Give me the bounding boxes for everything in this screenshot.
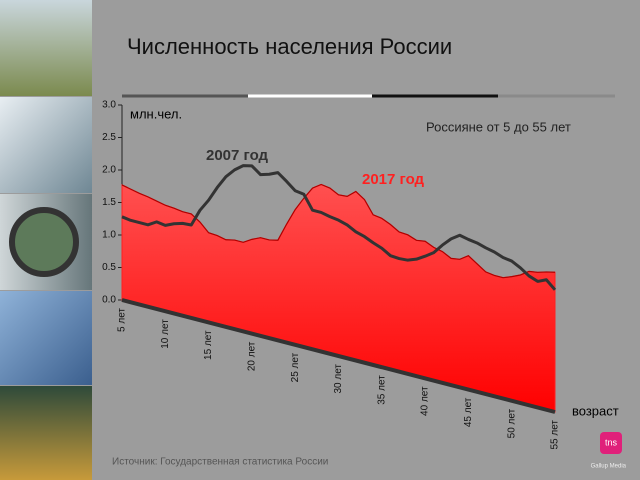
subtitle: Россияне от 5 до 55 лет xyxy=(426,119,571,134)
y-tick-label: 3.0 xyxy=(102,100,116,111)
photo xyxy=(0,386,92,480)
x-tick-label: 45 лет xyxy=(463,397,474,427)
x-tick-label: 20 лет xyxy=(247,341,258,371)
line xyxy=(121,164,557,291)
x-tick-label: 35 лет xyxy=(376,375,387,405)
photo xyxy=(0,291,92,385)
y-tick-label: 0.5 xyxy=(102,262,116,273)
x-tick-label: 30 лет xyxy=(333,364,344,394)
x-tick-label: 15 лет xyxy=(203,330,214,360)
photo xyxy=(0,97,92,193)
x-tick-label: 10 лет xyxy=(160,319,171,349)
y-tick-label: 1.0 xyxy=(102,230,116,241)
slide-title: Численность населения России xyxy=(127,34,452,59)
x-tick-label: 40 лет xyxy=(420,386,431,416)
area-outline xyxy=(121,183,556,279)
y-tick-label: 2.5 xyxy=(102,132,116,143)
photo xyxy=(0,0,92,96)
plot: 0.0 0.5 1.0 1.5 2.0 2.5 3.0 5 лет 10 лет 15 лет 20… xyxy=(102,100,561,450)
x-axis-label: возраст xyxy=(572,403,619,418)
legend-label: 2007 год xyxy=(206,147,269,164)
source: Источник: Государственная статистика Рос… xyxy=(112,457,328,468)
x-tick-label: 50 лет xyxy=(506,408,517,438)
x-tick-label: 5 лет xyxy=(117,308,128,332)
y-tick-label: 2.0 xyxy=(102,165,116,176)
y-tick-label: 0.0 xyxy=(102,295,116,306)
baseline xyxy=(121,298,556,414)
legend-label: 2017 год xyxy=(362,171,425,188)
photo-strip xyxy=(0,0,92,480)
logo: tns xyxy=(605,437,618,447)
y-tick-label: 1.5 xyxy=(102,197,116,208)
photo-lens xyxy=(9,207,79,277)
x-tick-label: 25 лет xyxy=(290,352,301,382)
logo-caption: Gallup Media xyxy=(591,464,627,470)
logo-mark xyxy=(600,432,622,454)
x-tick-label: 55 лет xyxy=(550,420,561,450)
y-axis-label: млн.чел. xyxy=(130,106,182,121)
